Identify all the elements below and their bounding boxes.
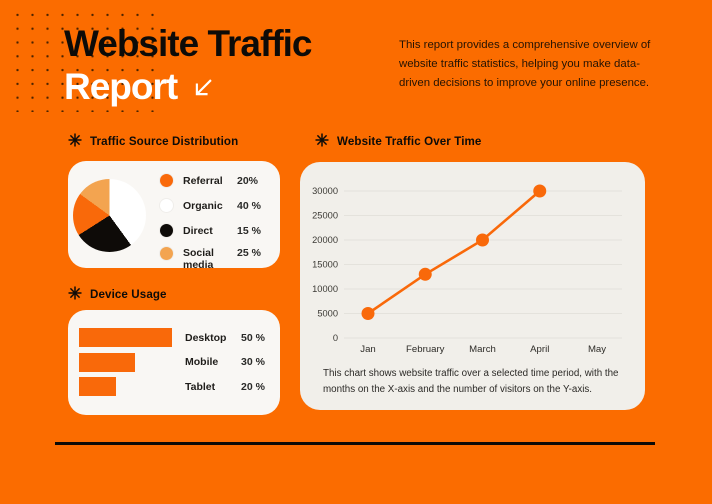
section-title-traffic-source: Traffic Source Distribution	[90, 135, 239, 148]
legend-row: Organic 40 %	[160, 194, 274, 217]
y-tick-label: 15000	[312, 260, 338, 270]
legend-label: Direct	[183, 224, 213, 237]
legend-value: 15 %	[237, 224, 261, 237]
section-header-device-usage: Device Usage	[68, 286, 167, 303]
y-tick-label: 25000	[312, 211, 338, 221]
chart-caption-line: months on the X-axis and the number of v…	[323, 383, 593, 395]
dot-pattern-decoration	[8, 6, 160, 112]
page-title-line2: Report	[64, 66, 178, 107]
section-title-traffic-over-time: Website Traffic Over Time	[337, 135, 482, 148]
bar-label: Desktop	[185, 331, 227, 344]
section-header-traffic-over-time: Website Traffic Over Time	[315, 133, 481, 150]
legend-label: Organic	[183, 199, 223, 212]
bar-track	[79, 328, 185, 347]
y-tick-label: 20000	[312, 235, 338, 245]
legend-swatch-direct	[160, 224, 173, 237]
asterisk-icon	[68, 286, 82, 303]
y-axis-labels: 30000 25000 20000 15000 10000 5000 0	[312, 186, 338, 343]
bar-value: 20 %	[241, 380, 265, 393]
bar-value: 50 %	[241, 331, 265, 344]
legend-swatch-social-media	[160, 247, 173, 260]
x-axis-labels: Jan February March April May	[360, 344, 606, 355]
line-series	[361, 184, 547, 320]
device-usage-card: Desktop 50 % Mobile 30 % Tablet 20 %	[68, 310, 280, 415]
traffic-over-time-card: 30000 25000 20000 15000 10000 5000 0 Jan…	[300, 162, 645, 410]
section-title-device-usage: Device Usage	[90, 288, 167, 301]
legend-label: Referral	[183, 174, 223, 187]
report-description-line: This report provides a comprehensive ove…	[399, 39, 651, 51]
gridlines	[344, 190, 622, 339]
legend-row: Direct 15 %	[160, 219, 274, 242]
pie-legend: Referral 20% Organic 40 % Direct 15 % So…	[160, 169, 274, 271]
legend-row: Social media 25 %	[160, 244, 274, 271]
asterisk-icon	[315, 133, 329, 150]
page-title-line1: Website Traffic	[64, 23, 313, 64]
report-description: This report provides a comprehensive ove…	[399, 36, 655, 93]
bar-track	[79, 377, 185, 396]
bar-desktop	[79, 328, 172, 347]
x-tick-label: February	[406, 344, 445, 355]
y-tick-label: 10000	[312, 284, 338, 294]
bar-tablet	[79, 377, 117, 396]
bar-mobile	[79, 352, 135, 372]
asterisk-icon	[68, 133, 82, 150]
bar-label: Mobile	[185, 356, 219, 368]
x-tick-label: April	[530, 344, 549, 355]
legend-label: Social media	[183, 247, 214, 271]
bar-row: Mobile 30 %	[68, 352, 280, 372]
legend-swatch-organic	[160, 199, 173, 212]
line-chart: 30000 25000 20000 15000 10000 5000 0 Jan…	[312, 184, 622, 355]
traffic-source-card: Referral 20% Organic 40 % Direct 15 % So…	[68, 161, 280, 271]
bar-row: Desktop 50 %	[68, 328, 280, 347]
bottom-divider	[55, 442, 655, 445]
legend-value: 40 %	[237, 199, 261, 212]
y-tick-label: 5000	[317, 309, 338, 319]
bar-label: Tablet	[185, 380, 216, 393]
legend-value: 25 %	[237, 247, 261, 259]
x-tick-label: Jan	[360, 344, 375, 355]
chart-caption: This chart shows website traffic over a …	[323, 366, 639, 397]
pie-chart	[73, 179, 146, 252]
y-tick-label: 0	[333, 333, 338, 343]
y-tick-label: 30000	[312, 186, 338, 196]
page-title: Website Traffic Report	[64, 22, 313, 111]
bar-track	[79, 352, 185, 372]
report-description-line: driven decisions to improve your online …	[399, 77, 650, 89]
bar-row: Tablet 20 %	[68, 377, 280, 396]
bar-value: 30 %	[241, 356, 265, 368]
x-tick-label: May	[588, 344, 606, 355]
legend-swatch-referral	[160, 174, 173, 187]
x-tick-label: March	[469, 344, 496, 355]
section-header-traffic-source: Traffic Source Distribution	[68, 133, 238, 150]
report-description-line: website traffic statistics, helping you …	[399, 58, 641, 70]
arrow-down-left-icon	[189, 68, 216, 111]
legend-row: Referral 20%	[160, 169, 274, 192]
chart-caption-line: This chart shows website traffic over a …	[323, 368, 619, 379]
legend-value: 20%	[237, 174, 259, 187]
